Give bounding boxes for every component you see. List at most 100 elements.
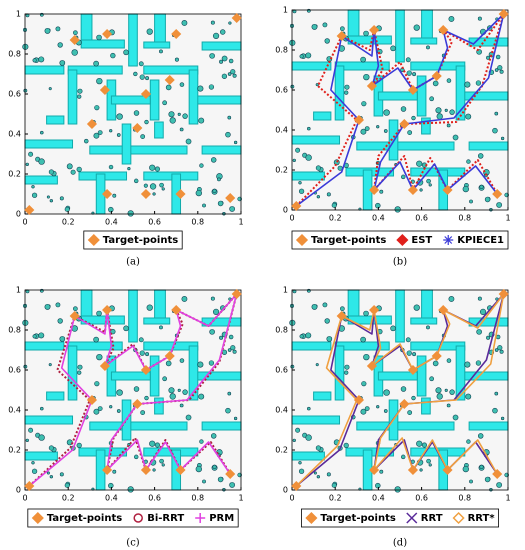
target-point bbox=[102, 28, 113, 40]
obstacle bbox=[395, 289, 405, 343]
obstacle-dot bbox=[140, 410, 146, 415]
obstacle bbox=[201, 145, 242, 155]
obstacle-dot bbox=[436, 393, 443, 400]
obstacle bbox=[188, 69, 199, 125]
obstacle-dot bbox=[494, 391, 499, 396]
obstacle bbox=[421, 117, 431, 135]
obstacle-dot bbox=[360, 336, 366, 343]
obstacle-dot bbox=[198, 393, 205, 400]
obstacle-dot bbox=[165, 360, 172, 367]
legend-marker bbox=[295, 233, 309, 247]
obstacle-dot bbox=[324, 38, 330, 44]
obstacle bbox=[291, 341, 332, 351]
target-point bbox=[24, 480, 35, 492]
obstacle-dot bbox=[426, 178, 431, 184]
obstacle-dot bbox=[96, 77, 103, 85]
target-point bbox=[140, 364, 152, 376]
obstacle bbox=[377, 371, 418, 381]
obstacle-dot bbox=[494, 111, 499, 116]
y-tick-label: 0.2 bbox=[8, 170, 21, 179]
obstacle-dot bbox=[311, 303, 318, 310]
obstacle-dot bbox=[449, 109, 455, 115]
target-point bbox=[86, 394, 98, 406]
legend-label: Target-points bbox=[320, 513, 395, 524]
obstacle-dot bbox=[109, 129, 113, 133]
obstacle-dot bbox=[364, 406, 370, 411]
obstacle bbox=[347, 289, 360, 319]
obstacle-dot bbox=[138, 61, 144, 67]
legend-label: Target-points bbox=[103, 235, 178, 246]
obstacle-dot bbox=[411, 115, 416, 121]
obstacle bbox=[149, 355, 160, 397]
x-tick-label: 0.4 bbox=[105, 494, 118, 503]
obstacle-dot bbox=[360, 408, 367, 415]
obstacle-dot bbox=[116, 409, 121, 413]
obstacle-dot bbox=[77, 94, 82, 99]
obstacle-dot bbox=[462, 465, 469, 473]
obstacle-dot bbox=[108, 164, 114, 170]
obstacle-dot bbox=[127, 210, 134, 217]
obstacle-dot bbox=[48, 445, 54, 451]
obstacle-dot bbox=[225, 131, 231, 138]
target-point bbox=[399, 118, 410, 130]
obstacle-dot bbox=[31, 192, 38, 198]
target-point bbox=[442, 464, 453, 476]
obstacle-dot bbox=[208, 360, 215, 366]
obstacle-dot bbox=[169, 393, 176, 400]
x-tick-label: 0.2 bbox=[329, 214, 342, 223]
x-tick-label: 1 bbox=[238, 494, 243, 503]
obstacle-dot bbox=[59, 336, 66, 342]
obstacle-dot bbox=[44, 27, 51, 34]
obstacle-dot bbox=[316, 195, 320, 199]
obstacle bbox=[455, 345, 466, 401]
obstacle bbox=[143, 41, 171, 49]
obstacle-dot bbox=[452, 134, 459, 141]
obstacle-dot bbox=[212, 308, 220, 315]
obstacle-dot bbox=[496, 202, 502, 208]
caption: (d) bbox=[393, 538, 407, 549]
obstacle-dot bbox=[197, 361, 204, 368]
obstacle-dot bbox=[361, 381, 367, 387]
obstacle bbox=[421, 289, 433, 319]
target-point bbox=[442, 184, 453, 196]
obstacle-dot bbox=[181, 20, 188, 26]
obstacle-dot bbox=[145, 352, 150, 357]
target-point bbox=[164, 74, 175, 86]
obstacle-dot bbox=[416, 160, 423, 167]
obstacle-dot bbox=[154, 442, 161, 448]
obstacle-dot bbox=[464, 81, 471, 88]
target-point bbox=[407, 364, 419, 376]
obstacle bbox=[356, 141, 455, 151]
y-tick-label: 0.6 bbox=[8, 366, 21, 375]
obstacle-dot bbox=[32, 334, 37, 339]
obstacle bbox=[24, 139, 74, 149]
obstacle-dot bbox=[48, 169, 54, 175]
obstacle-dot bbox=[419, 468, 423, 472]
caption: (b) bbox=[393, 257, 407, 268]
obstacle-dot bbox=[477, 16, 482, 21]
obstacle-dot bbox=[133, 178, 139, 184]
obstacle-dot bbox=[96, 310, 102, 317]
obstacle-dot bbox=[25, 438, 29, 442]
legend-marker bbox=[396, 233, 409, 247]
obstacle-dot bbox=[217, 476, 224, 483]
obstacle-dot bbox=[326, 472, 331, 477]
obstacle-dot bbox=[413, 304, 420, 311]
obstacle-dot bbox=[179, 82, 185, 87]
obstacle-dot bbox=[307, 406, 311, 411]
obstacle-dot bbox=[70, 169, 76, 175]
obstacle bbox=[347, 9, 360, 39]
target-point bbox=[291, 480, 302, 492]
y-tick-label: 0.4 bbox=[275, 126, 288, 135]
obstacle-dot bbox=[407, 130, 413, 135]
obstacle-dot bbox=[448, 16, 455, 22]
x-tick-label: 0 bbox=[289, 494, 294, 503]
obstacle-dot bbox=[217, 200, 224, 207]
plot-frame bbox=[291, 9, 509, 211]
obstacle-dot bbox=[227, 115, 232, 120]
obstacle-dot bbox=[435, 107, 442, 114]
obstacle-dot bbox=[38, 434, 45, 441]
target-point bbox=[438, 304, 449, 316]
obstacle-dot bbox=[49, 475, 53, 479]
obstacle-dot bbox=[116, 389, 123, 396]
